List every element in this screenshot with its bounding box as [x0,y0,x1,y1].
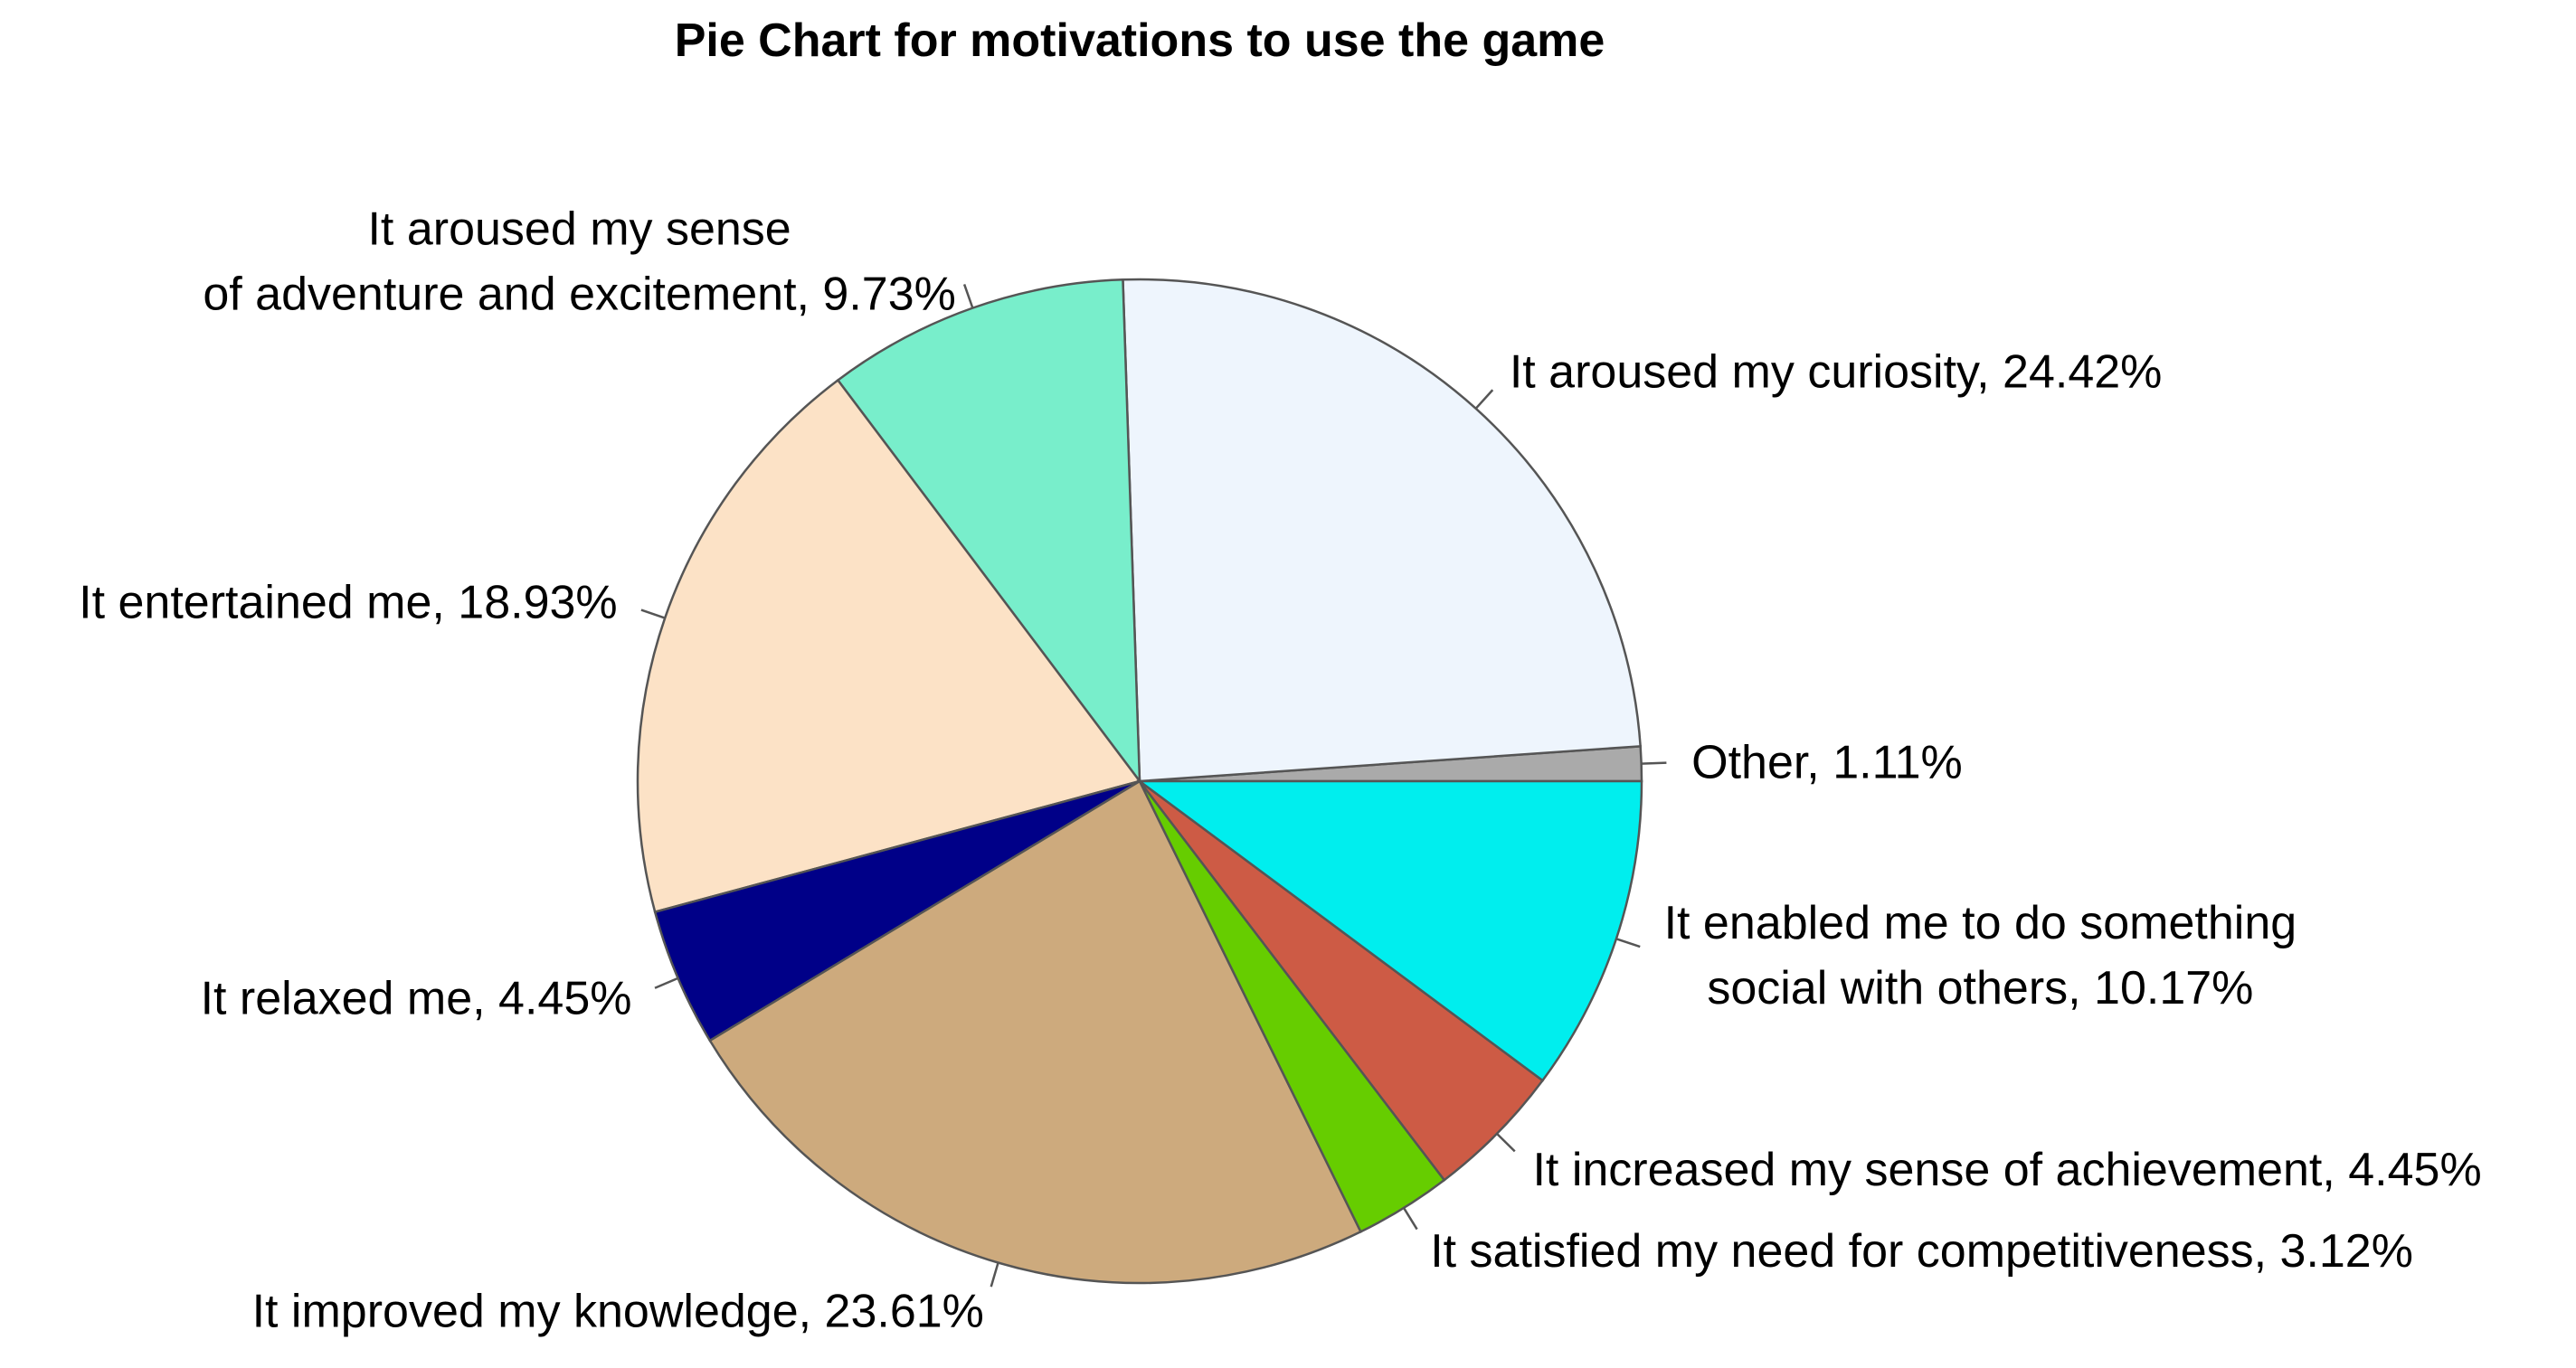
pie-slices [636,278,1643,1285]
slice-label-it-entertained-me: It entertained me, 18.93% [79,577,618,629]
slice-labels: Other, 1.11% It aroused my curiosity, 24.… [79,203,2482,1337]
slice-label-it-aroused-my-sense: It aroused my sense of adventure and exci… [203,203,956,320]
pie-slice-it-enabled-me-to-do-something [1136,779,1643,1082]
label-tick-other [1641,761,1667,765]
label-tick-it-relaxed-me [654,976,679,989]
slice-label-it-relaxed-me: It relaxed me, 4.45% [201,973,632,1025]
label-ticks [640,284,1667,1288]
pie-slice-it-aroused-my-sense [836,278,1141,785]
pie-slice-it-improved-my-knowledge [708,779,1363,1285]
label-tick-it-improved-my-knowledge [990,1262,999,1288]
slice-label-it-satisfied-my-need-for-competitiveness: It satisfied my need for competitiveness… [1430,1225,2413,1278]
slice-label-it-improved-my-knowledge: It improved my knowledge, 23.61% [252,1286,984,1338]
pie-slice-it-aroused-my-curiosity [1122,278,1642,783]
label-tick-it-entertained-me [640,609,666,619]
label-tick-it-increased-my-sense-of-achievement [1496,1132,1516,1153]
slice-label-it-enabled-me-to-do-something: It enabled me to do something social with… [1664,897,2297,1014]
pie-slice-it-entertained-me [636,378,1142,914]
slice-label-it-aroused-my-curiosity: It aroused my curiosity, 24.42% [1510,346,2163,399]
slice-label-other: Other, 1.11% [1691,737,1963,789]
chart-title: Pie Chart for motivations to use the gam… [675,14,1605,67]
label-tick-it-aroused-my-curiosity [1474,389,1494,410]
slice-label-it-increased-my-sense-of-achievement: It increased my sense of achievement, 4.… [1532,1144,2481,1196]
label-tick-it-satisfied-my-need-for-competitiveness [1402,1207,1418,1231]
label-tick-it-aroused-my-sense [962,284,974,309]
label-tick-it-enabled-me-to-do-something [1615,938,1641,948]
